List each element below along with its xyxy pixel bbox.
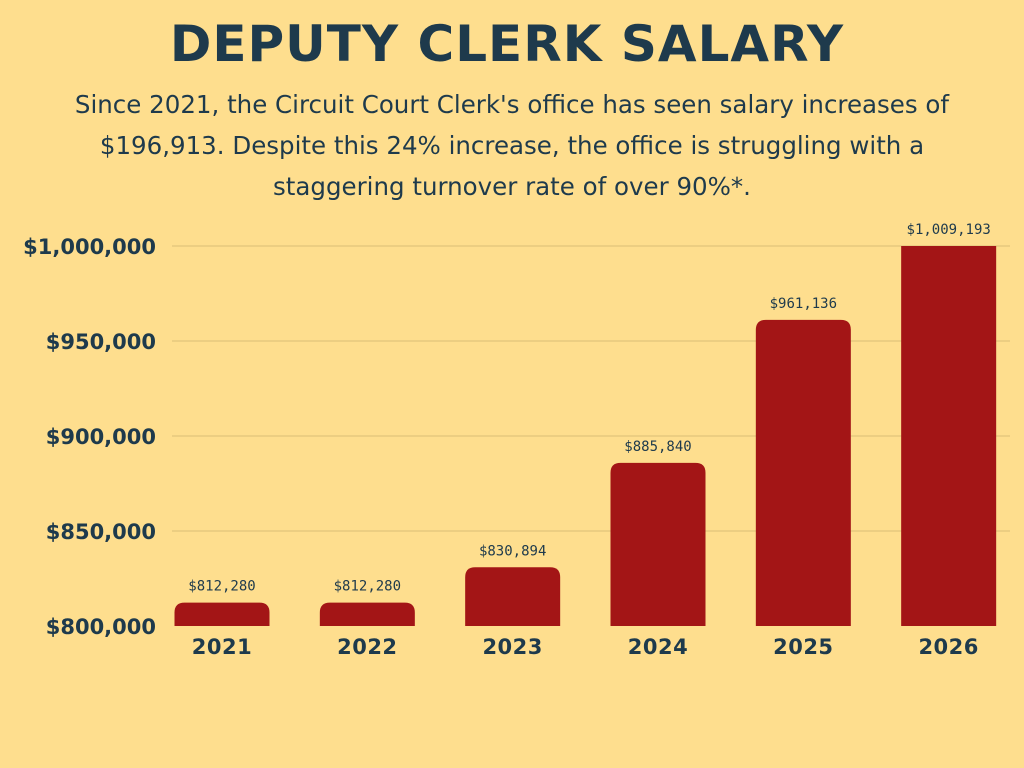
y-tick-label: $850,000 — [46, 520, 156, 544]
bar — [755, 319, 851, 626]
x-tick-label: 2023 — [482, 635, 542, 659]
data-label: $885,840 — [624, 439, 691, 455]
bar — [465, 567, 561, 626]
x-tick-label: 2025 — [773, 635, 833, 659]
data-label: $812,280 — [188, 579, 255, 595]
data-label: $830,894 — [479, 543, 546, 559]
y-axis-ticks: $800,000 $850,000 $900,000 $950,000 $1,000,0… — [23, 235, 156, 639]
data-label: $812,280 — [334, 579, 401, 595]
bars — [174, 246, 997, 626]
bar — [610, 462, 706, 626]
x-tick-label: 2022 — [337, 635, 397, 659]
data-label: $961,136 — [770, 296, 837, 312]
x-tick-label: 2026 — [918, 635, 978, 659]
chart-subtitle: Since 2021, the Circuit Court Clerk's of… — [74, 90, 950, 201]
x-tick-label: 2021 — [192, 635, 252, 659]
gridlines — [172, 245, 1010, 532]
data-labels: $812,280 $812,280 $830,894 $885,840 $961,136… — [188, 222, 991, 595]
y-tick-label: $1,000,000 — [23, 235, 156, 259]
y-tick-label: $800,000 — [46, 615, 156, 639]
y-tick-label: $900,000 — [46, 425, 156, 449]
bar — [319, 602, 415, 626]
chart-title: DEPUTY CLERK SALARY — [169, 15, 845, 73]
x-axis-ticks: 2021 2022 2023 2024 2025 2026 — [192, 635, 979, 659]
bar — [174, 602, 270, 626]
x-tick-label: 2024 — [628, 635, 688, 659]
y-tick-label: $950,000 — [46, 330, 156, 354]
bar — [901, 246, 997, 626]
data-label: $1,009,193 — [907, 222, 991, 238]
